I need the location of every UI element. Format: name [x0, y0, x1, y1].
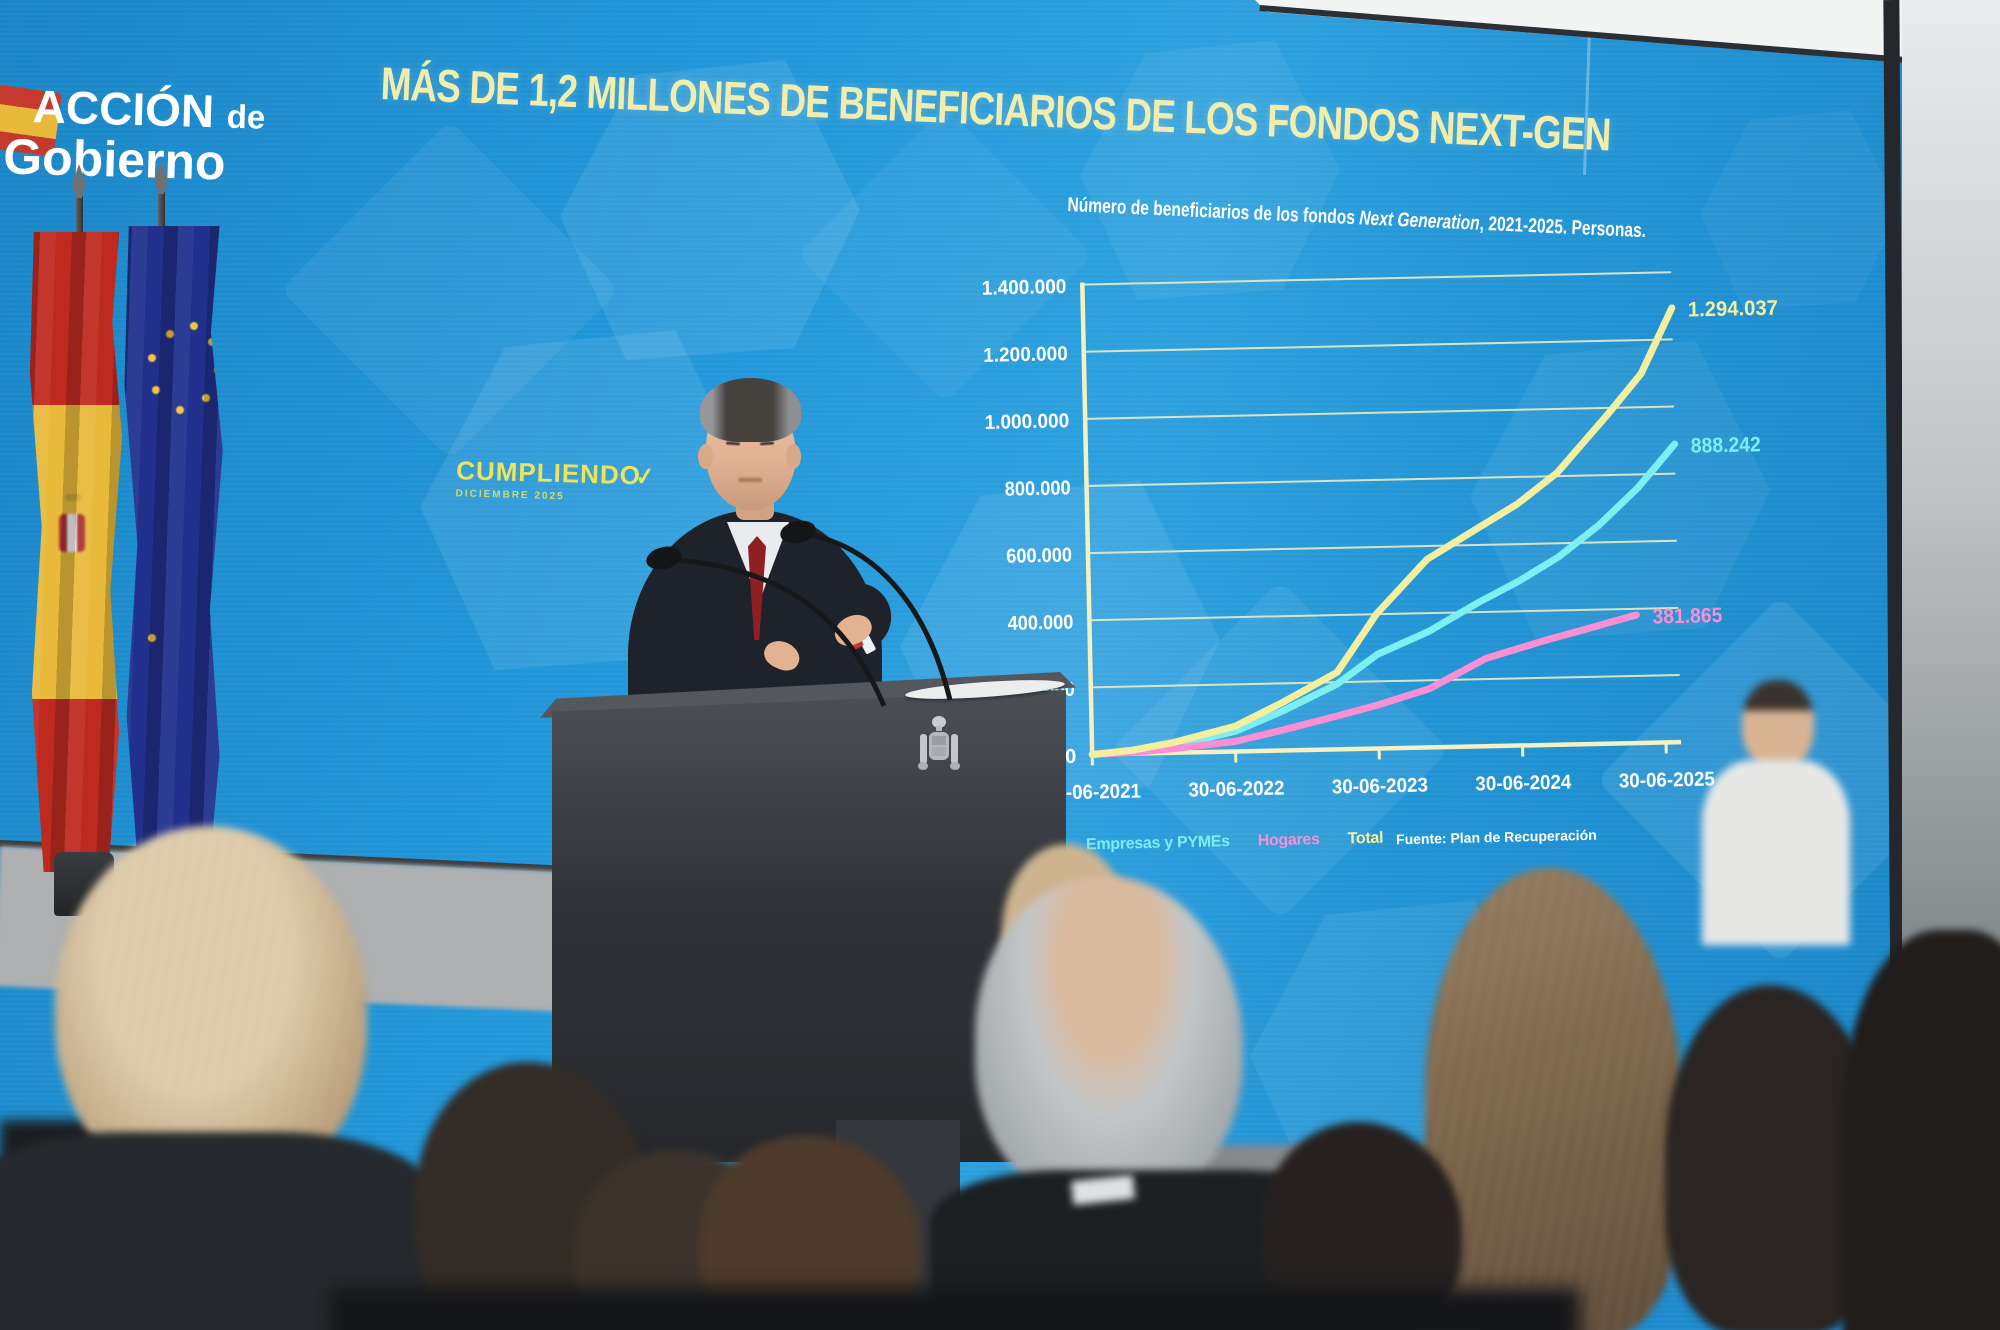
audience-standing-man-head — [1742, 680, 1814, 770]
svg-text:1.294.037: 1.294.037 — [1688, 297, 1778, 322]
spain-crest-crown — [65, 494, 82, 502]
accion-de-gobierno-logo: ACCIÓN de Gobierno — [2, 80, 266, 191]
screen-decoration-shape — [280, 120, 620, 460]
svg-text:600.000: 600.000 — [1006, 544, 1072, 567]
subtitle-italic: Next Generation — [1358, 207, 1481, 235]
audience-standing-man — [1702, 760, 1850, 945]
speaker-mouth — [738, 478, 762, 482]
svg-text:30-06-2023: 30-06-2023 — [1332, 774, 1428, 798]
legend-empresas-pymes: Empresas y PYMEs — [1085, 833, 1230, 854]
svg-text:381.865: 381.865 — [1652, 604, 1723, 628]
spain-flag — [29, 232, 123, 872]
speaker-ear — [786, 444, 801, 469]
svg-text:1.200.000: 1.200.000 — [983, 343, 1068, 367]
flag-folds — [124, 226, 223, 888]
beneficiaries-chart-svg: 30-06-2021 30-06-2022 30-06-2023 30-06-2024… — [982, 271, 1778, 804]
svg-text:400.000: 400.000 — [1007, 612, 1073, 635]
svg-text:1.000.000: 1.000.000 — [984, 410, 1069, 434]
spain-coat-of-arms — [918, 716, 960, 770]
audience-head — [1425, 868, 1683, 1330]
logo-word-gobierno: Gobierno — [2, 128, 227, 191]
logo-word-de: de — [226, 97, 266, 136]
eu-flag — [124, 226, 223, 888]
audience-head — [975, 876, 1243, 1206]
legend-hogares: Hogares — [1257, 831, 1320, 850]
svg-text:30-06-2024: 30-06-2024 — [1475, 771, 1572, 795]
logo-word-accion: ACCIÓN — [32, 80, 215, 138]
spain-crest — [59, 513, 86, 552]
svg-text:1.400.000: 1.400.000 — [982, 276, 1067, 300]
screen-decoration-shape — [1080, 40, 1340, 300]
cumpliendo-badge: CUMPLIENDO✓ DICIEMBRE 2025 — [455, 455, 658, 505]
check-icon: ✓ — [633, 462, 658, 492]
beneficiaries-chart: 30-06-2021 30-06-2022 30-06-2023 30-06-2024… — [954, 253, 1846, 851]
legend-total: Total — [1347, 829, 1384, 848]
svg-text:888.242: 888.242 — [1691, 433, 1761, 457]
svg-text:30-06-2025: 30-06-2025 — [1619, 768, 1715, 792]
speaker-ear — [698, 444, 713, 469]
flag-folds — [29, 232, 123, 872]
svg-text:30-06-2022: 30-06-2022 — [1188, 777, 1284, 801]
cumpliendo-text: CUMPLIENDO — [455, 455, 642, 491]
audience-head — [1842, 930, 2000, 1330]
svg-text:800.000: 800.000 — [1005, 477, 1071, 500]
speaker-hair — [700, 378, 801, 442]
audience-shadow — [330, 1288, 1580, 1330]
svg-text:0: 0 — [1065, 746, 1077, 768]
